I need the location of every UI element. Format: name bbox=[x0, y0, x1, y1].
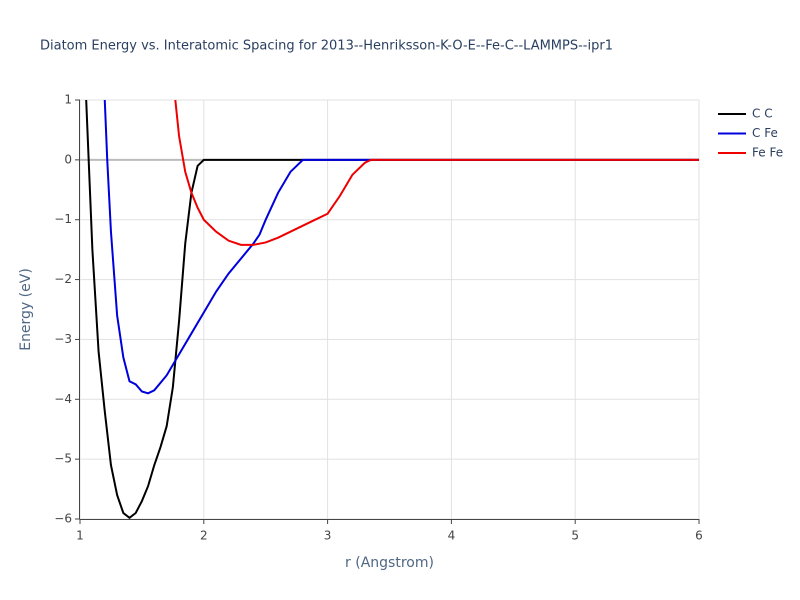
x-axis-title: r (Angstrom) bbox=[345, 555, 434, 571]
x-tick-label: 4 bbox=[448, 529, 456, 543]
legend: C C C Fe Fe Fe bbox=[718, 107, 783, 160]
y-tick-label: 1 bbox=[64, 93, 72, 107]
series-line bbox=[85, 100, 699, 519]
series-line bbox=[174, 100, 699, 246]
y-tick-label: −4 bbox=[54, 392, 72, 406]
plot-area bbox=[85, 100, 699, 519]
y-tick-label: −3 bbox=[54, 332, 72, 346]
chart-title: Diatom Energy vs. Interatomic Spacing fo… bbox=[40, 39, 613, 54]
y-tick-label: −6 bbox=[54, 512, 72, 526]
x-tick-label: 2 bbox=[200, 529, 208, 543]
y-tick-label: −5 bbox=[54, 452, 72, 466]
x-tick-label: 1 bbox=[76, 529, 84, 543]
x-tick-label: 5 bbox=[571, 529, 579, 543]
legend-label: C Fe bbox=[752, 126, 778, 140]
y-tick-label: −2 bbox=[54, 272, 72, 286]
series-line bbox=[103, 100, 699, 395]
legend-label: Fe Fe bbox=[752, 146, 783, 160]
x-tick-label: 3 bbox=[324, 529, 332, 543]
legend-label: C C bbox=[752, 107, 773, 121]
grid bbox=[79, 99, 700, 520]
y-tick-label: −1 bbox=[54, 212, 72, 226]
y-tick-label: 0 bbox=[64, 152, 72, 166]
y-axis-title: Energy (eV) bbox=[18, 268, 34, 351]
x-tick-label: 6 bbox=[695, 529, 703, 543]
